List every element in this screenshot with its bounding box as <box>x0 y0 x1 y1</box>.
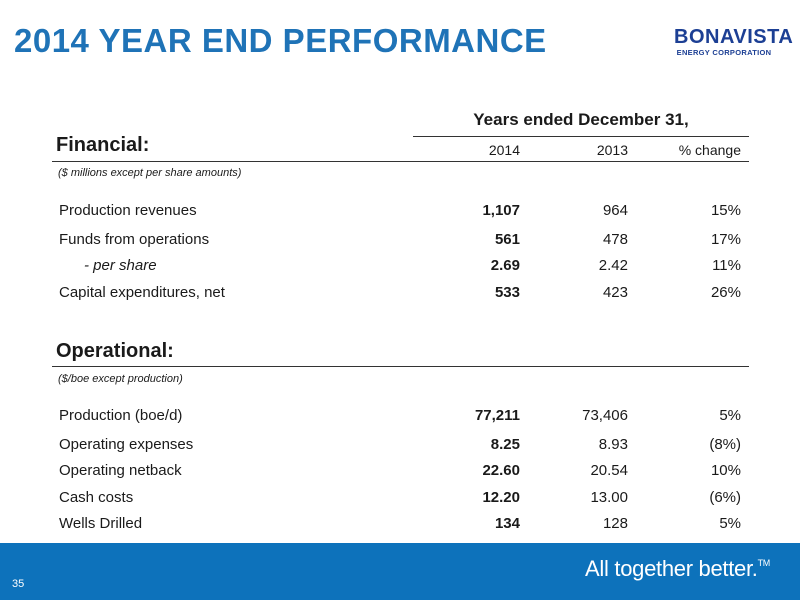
value-2013: 478 <box>602 231 628 248</box>
row-label: - per share <box>84 257 157 274</box>
value-change: 17% <box>710 231 741 248</box>
logo-subtitle: ENERGY CORPORATION <box>676 48 772 57</box>
row-label: Operating netback <box>59 462 182 479</box>
value-change: 15% <box>710 202 741 219</box>
operational-note: ($/boe except production) <box>58 373 183 385</box>
value-change: 5% <box>719 407 741 424</box>
value-2013: 128 <box>602 515 628 532</box>
value-change: (8%) <box>709 436 741 453</box>
row-label: Wells Drilled <box>59 515 143 532</box>
value-2014: 77,211 <box>474 407 520 424</box>
row-label: Production revenues <box>59 202 197 219</box>
value-2014: 22.60 <box>482 462 520 479</box>
table-row: Production revenues 1,107 964 15% <box>0 202 800 224</box>
row-label: Production (boe/d) <box>59 407 183 424</box>
table-row: Operating expenses 8.25 8.93 (8%) <box>0 436 800 458</box>
footer-tagline: All together better.TM <box>585 556 770 582</box>
footer-bar <box>0 543 800 600</box>
column-header-2013: 2013 <box>596 142 628 158</box>
value-2014: 533 <box>494 284 520 301</box>
row-label: Funds from operations <box>59 231 210 248</box>
row-label: Operating expenses <box>59 436 194 453</box>
value-change: 5% <box>719 515 741 532</box>
financial-section-title: Financial: <box>56 134 150 156</box>
value-2013: 2.42 <box>598 257 628 274</box>
tagline-text: All together better. <box>585 556 758 581</box>
column-header-change: % change <box>678 142 741 158</box>
value-change: 26% <box>710 284 741 301</box>
table-row: Funds from operations 561 478 17% <box>0 231 800 253</box>
value-2014: 12.20 <box>482 489 520 506</box>
operational-divider <box>52 366 749 367</box>
page-title: 2014 YEAR END PERFORMANCE <box>14 22 547 59</box>
financial-note: ($ millions except per share amounts) <box>58 167 242 179</box>
years-ended-header: Years ended December 31, <box>473 110 689 129</box>
value-2014: 561 <box>494 231 520 248</box>
value-2013: 423 <box>602 284 628 301</box>
value-change: 11% <box>712 257 741 274</box>
value-change: (6%) <box>709 489 741 506</box>
table-row: Wells Drilled 134 128 5% <box>0 515 800 537</box>
table-row: - per share 2.69 2.42 11% <box>0 257 800 279</box>
company-logo: BONAVISTA ENERGY CORPORATION <box>674 26 794 58</box>
row-label: Cash costs <box>59 489 134 506</box>
table-row: Operating netback 22.60 20.54 10% <box>0 462 800 484</box>
value-2014: 2.69 <box>490 257 520 274</box>
value-2014: 1,107 <box>482 202 520 219</box>
financial-divider <box>52 161 749 162</box>
logo-wordmark: BONAVISTA <box>674 26 794 48</box>
table-row: Capital expenditures, net 533 423 26% <box>0 284 800 306</box>
table-row: Cash costs 12.20 13.00 (6%) <box>0 489 800 511</box>
value-2014: 134 <box>494 515 520 532</box>
table-row: Production (boe/d) 77,211 73,406 5% <box>0 407 800 429</box>
value-2014: 8.25 <box>490 436 520 453</box>
operational-section-title: Operational: <box>56 340 174 362</box>
value-2013: 13.00 <box>590 489 628 506</box>
value-2013: 8.93 <box>598 436 628 453</box>
column-header-2014: 2014 <box>488 142 520 158</box>
value-2013: 73,406 <box>582 407 628 424</box>
trademark-mark: TM <box>757 558 771 568</box>
value-change: 10% <box>710 462 741 479</box>
value-2013: 964 <box>602 202 628 219</box>
page-number: 35 <box>12 578 25 590</box>
row-label: Capital expenditures, net <box>59 284 225 301</box>
years-header-divider <box>413 136 749 137</box>
value-2013: 20.54 <box>590 462 628 479</box>
